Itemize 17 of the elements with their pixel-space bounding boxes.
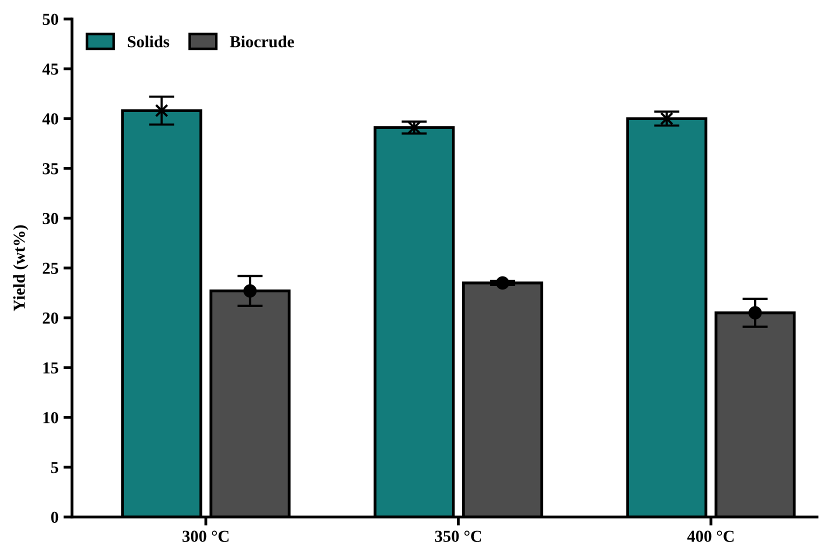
- x-tick-label: 400 °C: [687, 530, 734, 542]
- y-tick-label: 50: [42, 14, 58, 25]
- y-tick-label: 10: [43, 412, 58, 424]
- y-tick-label: 20: [42, 312, 58, 324]
- legend-label: Solids: [128, 36, 170, 48]
- y-tick-label: 30: [42, 212, 58, 224]
- y-tick-label: 5: [51, 462, 58, 474]
- x-tick-label: 350 °C: [435, 530, 482, 542]
- legend-label: Biocrude: [230, 36, 294, 48]
- y-tick-label: 0: [51, 512, 58, 523]
- x-tick-label: 300 °C: [182, 530, 229, 542]
- y-tick-label: 40: [42, 113, 58, 125]
- y-tick-label: 35: [42, 163, 58, 174]
- y-tick-label: 25: [42, 262, 58, 274]
- y-tick-label: 15: [43, 362, 58, 374]
- y-tick-label: 45: [42, 64, 58, 75]
- y-axis-title: Yield (wt%): [13, 225, 28, 312]
